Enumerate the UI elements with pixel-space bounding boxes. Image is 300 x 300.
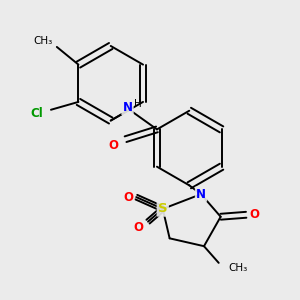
- Text: O: O: [123, 190, 134, 204]
- Text: S: S: [158, 202, 168, 215]
- Text: O: O: [133, 221, 143, 234]
- Text: H: H: [134, 99, 142, 109]
- Text: O: O: [109, 139, 119, 152]
- Text: N: N: [122, 101, 133, 114]
- Text: N: N: [196, 188, 206, 201]
- Text: Cl: Cl: [31, 107, 44, 120]
- Text: CH₃: CH₃: [34, 36, 53, 46]
- Text: O: O: [249, 208, 259, 221]
- Text: CH₃: CH₃: [229, 263, 248, 273]
